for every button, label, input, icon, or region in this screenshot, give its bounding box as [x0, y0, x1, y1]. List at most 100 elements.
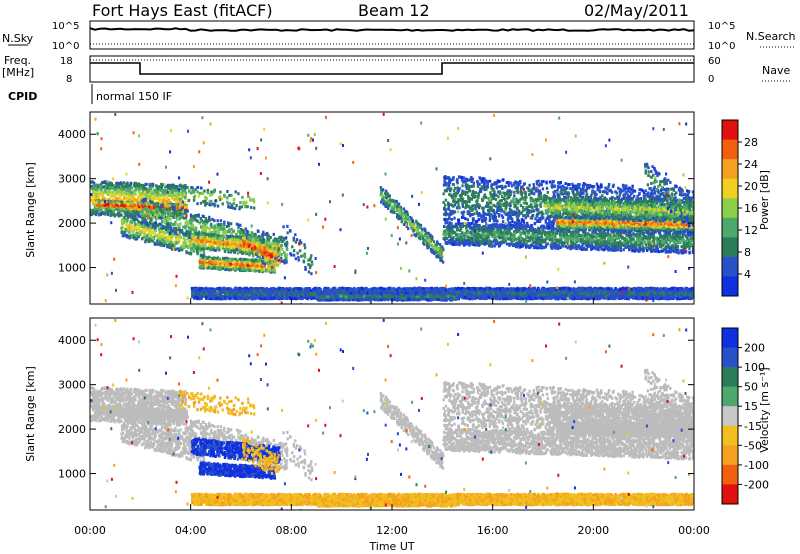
power-cell: [220, 244, 224, 248]
power-cell: [97, 197, 100, 201]
power-cell: [213, 226, 216, 230]
power-cell: [283, 258, 287, 262]
power-cell: [156, 204, 160, 208]
power-cell: [102, 195, 105, 199]
power-cell: [429, 233, 432, 237]
power-cell: [160, 243, 163, 247]
power-cell: [523, 208, 527, 212]
power-cell: [141, 183, 144, 187]
power-cell: [230, 242, 234, 246]
power-cell: [419, 223, 423, 227]
power-cell: [148, 184, 152, 188]
power-cell: [236, 248, 239, 252]
power-cell: [124, 228, 127, 231]
power-cell: [122, 207, 125, 211]
power-cell: [189, 247, 193, 251]
power-cell: [524, 201, 527, 205]
power-cell: [303, 243, 306, 247]
power-cell: [302, 254, 305, 258]
power-cell: [226, 258, 229, 262]
power-cell: [116, 197, 119, 200]
power-cell: [168, 211, 172, 215]
power-cell: [142, 217, 146, 221]
power-cell: [160, 226, 163, 230]
power-cell: [450, 212, 454, 216]
power-cell: [410, 226, 413, 230]
power-cell: [155, 211, 158, 215]
power-cell: [181, 210, 184, 213]
power-cell: [259, 248, 262, 252]
power-cell: [156, 242, 159, 246]
power-cell: [100, 210, 104, 214]
power-cell: [309, 264, 312, 268]
power-cell: [96, 189, 99, 193]
power-cell: [160, 229, 163, 233]
power-cell: [139, 224, 142, 228]
power-cell: [253, 269, 256, 273]
power-cell: [241, 195, 244, 199]
power-cell: [307, 270, 311, 274]
power-cell: [274, 262, 277, 266]
power-cell: [444, 209, 447, 213]
power-cell: [263, 246, 266, 250]
power-cell: [102, 191, 105, 195]
power-cell: [189, 213, 193, 217]
power-cell: [160, 208, 163, 212]
power-cell: [124, 217, 127, 221]
power-cell: [532, 192, 536, 196]
nsearch-tick-low: 10^0: [708, 41, 735, 52]
power-cell: [178, 201, 181, 205]
power-cell: [192, 249, 195, 253]
power-cell: [139, 192, 142, 196]
power-cell: [522, 201, 525, 205]
power-cell: [129, 191, 133, 195]
power-cell: [435, 246, 439, 250]
power-cell: [236, 265, 239, 269]
power-cell: [432, 248, 435, 252]
power-cell: [251, 263, 254, 267]
power-cell: [429, 237, 432, 241]
power-cell: [239, 257, 243, 261]
power-cell: [538, 217, 542, 220]
power-cell: [211, 217, 214, 221]
power-cell: [190, 242, 193, 245]
power-cell: [214, 266, 217, 270]
power-cell: [265, 257, 268, 261]
power-cell: [125, 226, 129, 230]
power-cell: [149, 195, 152, 199]
power-cell: [121, 218, 124, 222]
nave-tick-high: 60: [708, 56, 721, 67]
power-cell: [416, 225, 420, 229]
power-cell: [263, 267, 266, 271]
power-cell: [184, 195, 187, 199]
power-cell: [185, 241, 188, 245]
power-cell: [101, 201, 104, 205]
power-cell: [197, 241, 200, 245]
power-cell: [416, 229, 419, 233]
power-cell: [191, 190, 194, 194]
power-cell: [231, 249, 234, 252]
power-cell: [203, 263, 206, 266]
power-cell: [278, 240, 281, 244]
power-cell: [560, 191, 563, 195]
power-cell: [238, 263, 242, 267]
power-cell: [159, 235, 162, 239]
power-cell: [208, 215, 211, 219]
power-cell: [273, 237, 277, 241]
power-scatter: [90, 112, 694, 304]
power-cell: [163, 195, 166, 199]
power-cell: [129, 203, 132, 207]
power-cell: [126, 210, 129, 214]
power-cell: [241, 269, 244, 273]
power-cell: [198, 260, 202, 264]
power-cell: [139, 207, 142, 211]
power-cell: [211, 266, 215, 270]
power-cell: [242, 244, 246, 248]
power-cell: [237, 226, 240, 230]
power-cell: [208, 266, 211, 270]
power-cell: [585, 187, 588, 191]
power-cell: [221, 259, 224, 263]
power-cell: [144, 218, 147, 222]
power-cell: [254, 246, 257, 250]
